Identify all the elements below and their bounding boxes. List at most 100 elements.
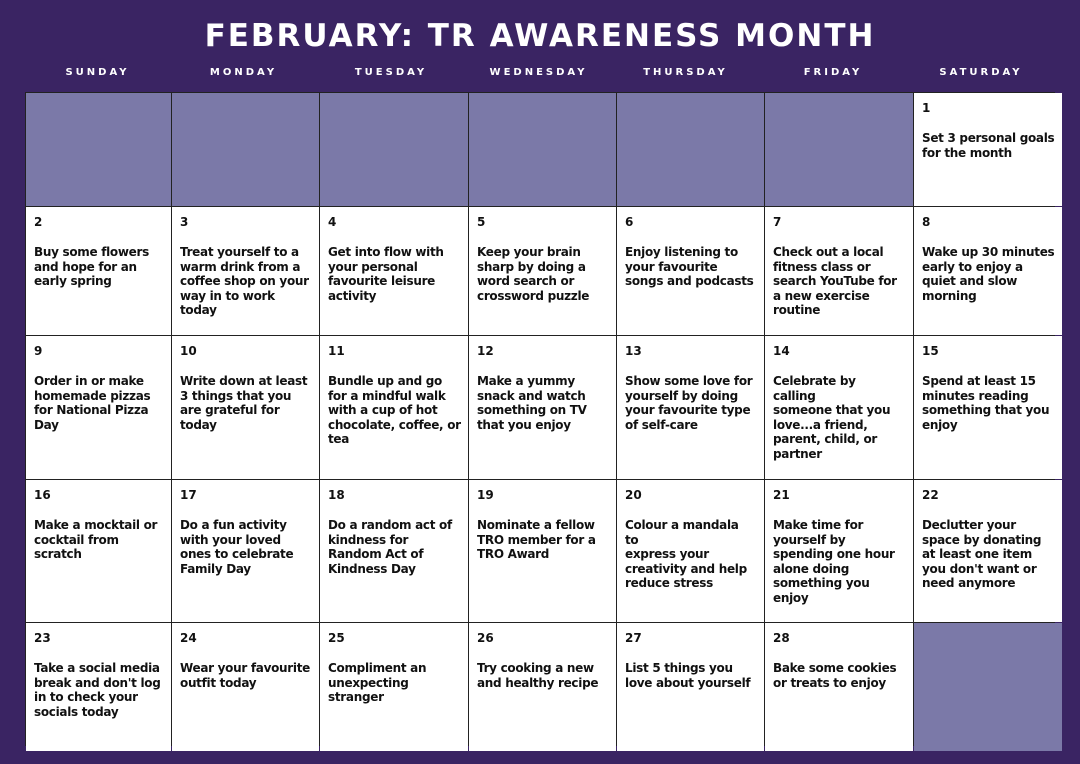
day-number: 25 xyxy=(328,631,345,645)
day-number: 9 xyxy=(34,344,43,358)
day-activity: Nominate a fellow TRO member for a TRO A… xyxy=(477,518,596,561)
day-cell: 23 Take a social media break and don't lo… xyxy=(26,623,171,751)
weekday-sunday: SUNDAY xyxy=(65,67,130,78)
day-activity: Enjoy listening to your favourite songs … xyxy=(625,245,754,288)
calendar-grid: 1 Set 3 personal goals for the month 2 Buy … xyxy=(25,92,1062,751)
day-number: 5 xyxy=(477,215,486,229)
day-cell: 7 Check out a local fitness class or sear… xyxy=(765,207,913,335)
day-cell: 18 Do a random act of kindness for Random… xyxy=(320,480,468,622)
day-cell: 24 Wear your favourite outfit today xyxy=(172,623,319,751)
weekday-header: SUNDAY MONDAY TUESDAY WEDNESDAY THURSDAY… xyxy=(25,67,1055,78)
day-cell: 14 Celebrate by calling someone that you … xyxy=(765,336,913,479)
day-activity: Check out a local fitness class or searc… xyxy=(773,245,897,317)
day-number: 10 xyxy=(180,344,197,358)
day-cell: 6 Enjoy listening to your favourite songs… xyxy=(617,207,764,335)
day-activity: Set 3 personal goals for the month xyxy=(922,131,1055,160)
day-number: 21 xyxy=(773,488,790,502)
day-cell: 19 Nominate a fellow TRO member for a TRO… xyxy=(469,480,616,622)
empty-day-cell xyxy=(765,93,913,206)
weekday-monday: MONDAY xyxy=(209,67,278,78)
day-activity: List 5 things you love about yourself xyxy=(625,661,751,690)
day-cell: 5 Keep your brain sharp by doing a word s… xyxy=(469,207,616,335)
day-cell: 27 List 5 things you love about yourself xyxy=(617,623,764,751)
day-number: 11 xyxy=(328,344,345,358)
weekday-friday: FRIDAY xyxy=(803,67,863,78)
day-activity: Order in or make homemade pizzas for Nat… xyxy=(34,374,151,432)
day-number: 4 xyxy=(328,215,337,229)
day-number: 19 xyxy=(477,488,494,502)
day-cell: 25 Compliment an unexpecting stranger xyxy=(320,623,468,751)
day-activity: Treat yourself to a warm drink from a co… xyxy=(180,245,309,317)
day-cell: 21 Make time for yourself by spending one… xyxy=(765,480,913,622)
day-cell: 11 Bundle up and go for a mindful walk wi… xyxy=(320,336,468,479)
day-activity: Do a fun activity with your loved ones t… xyxy=(180,518,294,576)
day-cell: 1 Set 3 personal goals for the month xyxy=(914,93,1062,206)
day-cell: 15 Spend at least 15 minutes reading some… xyxy=(914,336,1062,479)
empty-day-cell xyxy=(469,93,616,206)
day-cell: 2 Buy some flowers and hope for an early … xyxy=(26,207,171,335)
day-cell: 3 Treat yourself to a warm drink from a c… xyxy=(172,207,319,335)
day-activity: Get into flow with your personal favouri… xyxy=(328,245,444,303)
weekday-thursday: THURSDAY xyxy=(643,67,728,78)
day-number: 14 xyxy=(773,344,790,358)
weekday-tuesday: TUESDAY xyxy=(354,67,428,78)
day-number: 13 xyxy=(625,344,642,358)
day-activity: Buy some flowers and hope for an early s… xyxy=(34,245,149,288)
day-number: 20 xyxy=(625,488,642,502)
day-cell: 26 Try cooking a new and healthy recipe xyxy=(469,623,616,751)
weekday-wednesday: WEDNESDAY xyxy=(489,67,588,78)
day-activity: Show some love for yourself by doing you… xyxy=(625,374,753,432)
day-activity: Bundle up and go for a mindful walk with… xyxy=(328,374,461,446)
day-cell: 17 Do a fun activity with your loved ones… xyxy=(172,480,319,622)
empty-day-cell xyxy=(617,93,764,206)
day-activity: Celebrate by calling someone that you lo… xyxy=(773,374,891,461)
day-number: 15 xyxy=(922,344,939,358)
day-number: 28 xyxy=(773,631,790,645)
day-cell: 12 Make a yummy snack and watch something… xyxy=(469,336,616,479)
day-activity: Take a social media break and don't log … xyxy=(34,661,161,719)
day-number: 26 xyxy=(477,631,494,645)
day-activity: Bake some cookies or treats to enjoy xyxy=(773,661,897,690)
day-activity: Try cooking a new and healthy recipe xyxy=(477,661,599,690)
day-number: 7 xyxy=(773,215,782,229)
day-number: 1 xyxy=(922,101,931,115)
day-number: 12 xyxy=(477,344,494,358)
day-activity: Wake up 30 minutes early to enjoy a quie… xyxy=(922,245,1055,303)
day-number: 6 xyxy=(625,215,634,229)
day-number: 16 xyxy=(34,488,51,502)
day-activity: Make a mocktail or cocktail from scratch xyxy=(34,518,158,561)
day-activity: Spend at least 15 minutes reading someth… xyxy=(922,374,1050,432)
day-number: 24 xyxy=(180,631,197,645)
day-cell: 16 Make a mocktail or cocktail from scrat… xyxy=(26,480,171,622)
day-number: 3 xyxy=(180,215,189,229)
day-cell: 4 Get into flow with your personal favour… xyxy=(320,207,468,335)
day-activity: Declutter your space by donating at leas… xyxy=(922,518,1042,590)
day-activity: Wear your favourite outfit today xyxy=(180,661,310,690)
day-activity: Colour a mandala to express your creativ… xyxy=(625,518,747,590)
day-cell: 20 Colour a mandala to express your creat… xyxy=(617,480,764,622)
day-number: 23 xyxy=(34,631,51,645)
page-title: FEBRUARY: TR AWARENESS MONTH xyxy=(204,18,876,54)
day-number: 2 xyxy=(34,215,43,229)
weekday-saturday: SATURDAY xyxy=(939,67,1023,78)
empty-day-cell xyxy=(320,93,468,206)
empty-day-cell xyxy=(172,93,319,206)
day-cell: 13 Show some love for yourself by doing y… xyxy=(617,336,764,479)
day-activity: Make time for yourself by spending one h… xyxy=(773,518,895,605)
day-activity: Make a yummy snack and watch something o… xyxy=(477,374,587,432)
day-number: 18 xyxy=(328,488,345,502)
day-number: 8 xyxy=(922,215,931,229)
empty-day-cell xyxy=(914,623,1062,751)
day-cell: 8 Wake up 30 minutes early to enjoy a qui… xyxy=(914,207,1062,335)
day-cell: 22 Declutter your space by donating at le… xyxy=(914,480,1062,622)
day-activity: Write down at least 3 things that you ar… xyxy=(180,374,308,432)
day-number: 22 xyxy=(922,488,939,502)
day-cell: 28 Bake some cookies or treats to enjoy xyxy=(765,623,913,751)
day-activity: Compliment an unexpecting stranger xyxy=(328,661,427,704)
day-number: 17 xyxy=(180,488,197,502)
day-cell: 9 Order in or make homemade pizzas for Na… xyxy=(26,336,171,479)
day-activity: Keep your brain sharp by doing a word se… xyxy=(477,245,590,303)
day-number: 27 xyxy=(625,631,642,645)
day-cell: 10 Write down at least 3 things that you … xyxy=(172,336,319,479)
day-activity: Do a random act of kindness for Random A… xyxy=(328,518,452,576)
